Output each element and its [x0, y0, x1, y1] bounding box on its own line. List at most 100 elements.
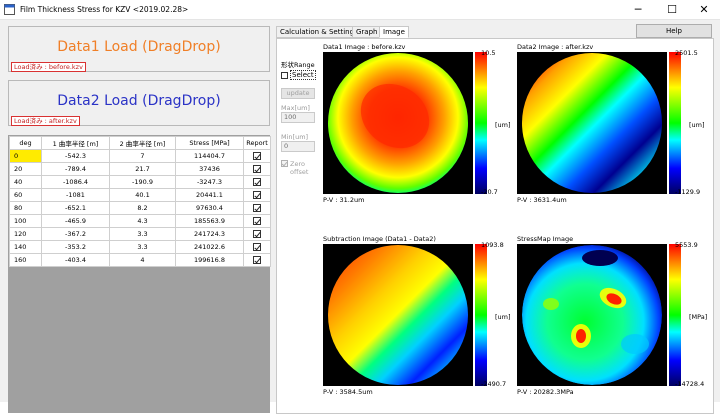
cell-radius2[interactable]: 4 — [109, 253, 176, 267]
cell-stress[interactable]: 37436 — [175, 162, 244, 176]
table-row[interactable]: 100 -465.9 4.3 185563.9 — [9, 214, 271, 228]
cell-report[interactable] — [243, 149, 271, 163]
subtraction-image-panel: Subtraction Image (Data1 - Data2) — [323, 235, 511, 403]
help-button[interactable]: Help — [636, 24, 712, 38]
zero-offset-label-2: offset — [290, 168, 309, 176]
cell-report[interactable] — [243, 162, 271, 176]
cell-stress[interactable]: 114404.7 — [175, 149, 244, 163]
data2-colorbar — [669, 52, 681, 194]
cell-deg[interactable]: 120 — [9, 227, 42, 241]
cell-report[interactable] — [243, 188, 271, 202]
table-row[interactable]: 160 -403.4 4 199616.8 — [9, 253, 271, 267]
cell-stress[interactable]: 185563.9 — [175, 214, 244, 228]
stressmap-image-plot[interactable] — [517, 244, 667, 386]
subtraction-image-plot[interactable] — [323, 244, 473, 386]
report-checkbox[interactable] — [253, 178, 261, 186]
cell-stress[interactable]: 241022.6 — [175, 240, 244, 254]
column-header-deg[interactable]: deg — [9, 136, 42, 150]
cell-deg[interactable]: 80 — [9, 201, 42, 215]
cell-radius1[interactable]: -1081 — [41, 188, 110, 202]
report-checkbox[interactable] — [253, 230, 261, 238]
cell-report[interactable] — [243, 201, 271, 215]
zero-offset-box[interactable] — [281, 160, 288, 167]
report-checkbox[interactable] — [253, 191, 261, 199]
column-header-stress[interactable]: Stress [MPa] — [175, 136, 244, 150]
cell-radius1[interactable]: -353.2 — [41, 240, 110, 254]
minimize-button[interactable]: ─ — [634, 3, 642, 16]
cell-report[interactable] — [243, 253, 271, 267]
cell-radius1[interactable]: -652.1 — [41, 201, 110, 215]
cell-report[interactable] — [243, 227, 271, 241]
report-checkbox[interactable] — [253, 243, 261, 251]
column-header-radius2[interactable]: 2 曲率半径 [m] — [109, 136, 176, 150]
report-checkbox[interactable] — [253, 165, 261, 173]
update-button[interactable]: update — [281, 88, 315, 99]
data2-image-plot[interactable] — [517, 52, 667, 194]
report-checkbox[interactable] — [253, 204, 261, 212]
cell-report[interactable] — [243, 214, 271, 228]
cell-report[interactable] — [243, 240, 271, 254]
app-window-icon — [4, 4, 15, 15]
table-row[interactable]: 0 -542.3 7 114404.7 — [9, 149, 271, 163]
cell-radius1[interactable]: -403.4 — [41, 253, 110, 267]
cell-deg[interactable]: 100 — [9, 214, 42, 228]
data1-image-plot[interactable] — [323, 52, 473, 194]
cell-radius2[interactable]: 7 — [109, 149, 176, 163]
cell-radius1[interactable]: -367.2 — [41, 227, 110, 241]
cell-radius1[interactable]: -789.4 — [41, 162, 110, 176]
cell-deg[interactable]: 140 — [9, 240, 42, 254]
tab-calculation-setting[interactable]: Calculation & Setting — [276, 26, 359, 38]
data2-pv: P-V : 3631.4um — [517, 196, 567, 204]
cell-radius2[interactable]: 3.3 — [109, 227, 176, 241]
zero-offset-checkbox[interactable]: Zero offset — [281, 160, 319, 176]
cell-radius1[interactable]: -542.3 — [41, 149, 110, 163]
cell-radius2[interactable]: 8.2 — [109, 201, 176, 215]
tab-graph[interactable]: Graph — [352, 26, 382, 38]
column-header-radius1[interactable]: 1 曲率半径 [m] — [41, 136, 110, 150]
table-row[interactable]: 60 -1081 40.1 20441.1 — [9, 188, 271, 202]
cell-radius1[interactable]: -1086.4 — [41, 175, 110, 189]
subtraction-colorbar — [475, 244, 487, 386]
cell-stress[interactable]: 97630.4 — [175, 201, 244, 215]
table-row[interactable]: 80 -652.1 8.2 97630.4 — [9, 201, 271, 215]
cell-radius2[interactable]: 21.7 — [109, 162, 176, 176]
cell-radius2[interactable]: 40.1 — [109, 188, 176, 202]
cell-report[interactable] — [243, 175, 271, 189]
column-header-report[interactable]: Report — [243, 136, 271, 150]
tab-image[interactable]: Image — [379, 26, 409, 38]
data1-colorbar-unit: [um] — [495, 121, 511, 129]
stressmap-colorbar-min: -14728.4 — [675, 380, 705, 388]
table-row[interactable]: 140 -353.2 3.3 241022.6 — [9, 240, 271, 254]
table-row[interactable]: 120 -367.2 3.3 241724.3 — [9, 227, 271, 241]
cell-deg[interactable]: 60 — [9, 188, 42, 202]
cell-stress[interactable]: 199616.8 — [175, 253, 244, 267]
report-checkbox[interactable] — [253, 256, 261, 264]
cell-deg[interactable]: 0 — [9, 149, 42, 163]
stressmap-colorbar-unit: [MPa] — [689, 313, 708, 321]
maximize-button[interactable]: ☐ — [667, 3, 677, 16]
min-input[interactable]: 0 — [281, 141, 315, 152]
data1-colorbar-min: -20.7 — [481, 188, 498, 196]
max-input[interactable]: 100 — [281, 112, 315, 123]
report-checkbox[interactable] — [253, 217, 261, 225]
cell-stress[interactable]: 20441.1 — [175, 188, 244, 202]
data2-path-label: Load済み : after.kzv — [11, 116, 80, 126]
subtraction-colorbar-max: 1093.8 — [481, 241, 504, 249]
table-row[interactable]: 40 -1086.4 -190.9 -3247.3 — [9, 175, 271, 189]
cell-deg[interactable]: 160 — [9, 253, 42, 267]
table-row[interactable]: 20 -789.4 21.7 37436 — [9, 162, 271, 176]
cell-radius2[interactable]: 3.3 — [109, 240, 176, 254]
cell-stress[interactable]: -3247.3 — [175, 175, 244, 189]
cell-radius2[interactable]: 4.3 — [109, 214, 176, 228]
cell-deg[interactable]: 20 — [9, 162, 42, 176]
select-checkbox-box[interactable] — [281, 71, 288, 79]
select-checkbox[interactable]: Select — [281, 70, 319, 80]
cell-radius2[interactable]: -190.9 — [109, 175, 176, 189]
data1-load-dropzone[interactable]: Data1 Load (DragDrop) Load済み : before.kz… — [8, 26, 270, 72]
cell-stress[interactable]: 241724.3 — [175, 227, 244, 241]
close-button[interactable]: ✕ — [699, 3, 709, 16]
cell-deg[interactable]: 40 — [9, 175, 42, 189]
cell-radius1[interactable]: -465.9 — [41, 214, 110, 228]
data2-load-dropzone[interactable]: Data2 Load (DragDrop) Load済み : after.kzv — [8, 80, 270, 126]
report-checkbox[interactable] — [253, 152, 261, 160]
